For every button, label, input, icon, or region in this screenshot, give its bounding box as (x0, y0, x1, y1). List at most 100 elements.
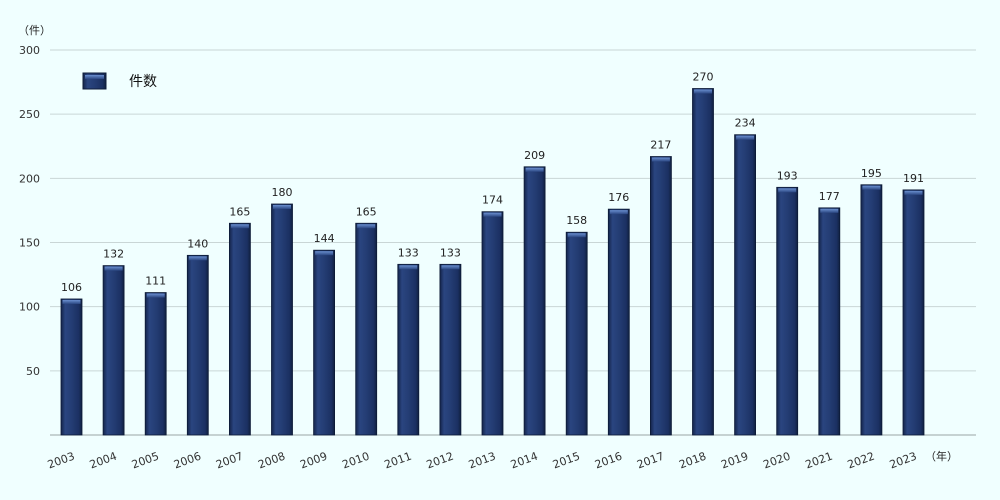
bar-value-label: 165 (229, 205, 250, 218)
bar-body (860, 184, 883, 436)
x-tick-label: 2016 (593, 450, 624, 472)
x-tick-label: 2007 (214, 450, 245, 472)
bar (692, 88, 714, 436)
bar-highlight (273, 205, 291, 209)
bar-value-label: 180 (272, 186, 293, 199)
bar-body (776, 186, 799, 436)
bar-value-label: 234 (735, 117, 756, 130)
x-tick-label: 2009 (298, 450, 329, 472)
bar-value-label: 191 (903, 172, 924, 185)
x-tick-label: 2010 (340, 450, 371, 472)
x-tick-label: 2020 (761, 450, 792, 472)
x-tick-label: 2006 (172, 450, 203, 472)
x-tick-label: 2022 (846, 450, 877, 472)
bar-highlight (904, 190, 923, 195)
bar-body (565, 231, 588, 436)
x-tick-label: 2013 (467, 450, 498, 472)
bar-body (397, 263, 420, 436)
bar (776, 186, 799, 436)
bar (60, 298, 83, 436)
bar-highlight (441, 265, 460, 270)
bar-body (271, 203, 293, 436)
bar (186, 254, 209, 436)
bar-highlight (104, 266, 123, 271)
bar-body (818, 207, 841, 436)
bar-body (650, 156, 672, 436)
bar-highlight (736, 135, 755, 140)
bar-body (607, 208, 630, 436)
legend: 件数 (82, 72, 157, 90)
bar-value-label: 111 (145, 275, 166, 288)
y-tick-label: 100 (19, 301, 40, 314)
bar (102, 265, 125, 436)
bar-value-label: 132 (103, 248, 124, 261)
y-tick-label: 150 (19, 237, 40, 250)
bar-body (228, 222, 251, 436)
x-tick-label: 2004 (88, 450, 119, 472)
y-tick-label: 250 (19, 108, 40, 121)
bar-highlight (357, 224, 376, 229)
bar-value-label: 140 (187, 237, 208, 250)
bar-body (102, 265, 125, 436)
bar (313, 249, 336, 436)
bar-value-label: 106 (61, 281, 82, 294)
bar-highlight (694, 89, 712, 94)
bar-highlight (62, 299, 81, 304)
bar (818, 207, 841, 436)
x-tick-label: 2003 (46, 450, 77, 472)
bar (902, 189, 925, 436)
x-axis-ticks: 2003 2004 2005 2006 2007 2008 2009 2010 2011 2012… (46, 450, 919, 472)
bar-value-label: 176 (608, 191, 629, 204)
y-axis-unit-label: （件） (18, 24, 51, 37)
bar (481, 211, 504, 436)
bar (228, 222, 251, 436)
y-tick-label: 50 (26, 365, 40, 378)
bar-value-label: 133 (440, 246, 461, 259)
x-axis-unit-label: （年） (925, 449, 958, 463)
y-tick-label: 300 (19, 44, 40, 57)
bar (397, 263, 420, 436)
bar-highlight (567, 233, 586, 238)
bar (271, 203, 293, 436)
x-tick-label: 2018 (677, 450, 708, 472)
legend-swatch-highlight (85, 75, 104, 79)
bar (439, 263, 462, 436)
x-tick-label: 2017 (635, 450, 666, 472)
bar-body (60, 298, 83, 436)
bar-highlight (188, 256, 207, 261)
bar-body (355, 222, 378, 436)
x-tick-label: 2023 (888, 450, 919, 472)
bar (650, 156, 672, 436)
bar-value-label: 165 (356, 205, 377, 218)
bar-highlight (146, 293, 165, 298)
bar-highlight (230, 224, 249, 229)
bar-highlight (525, 167, 544, 172)
bar-body (313, 249, 336, 436)
x-tick-label: 2012 (425, 450, 456, 472)
bar-highlight (609, 210, 628, 215)
bar (144, 292, 167, 436)
bar-highlight (399, 265, 418, 270)
bars (60, 88, 925, 436)
bar (860, 184, 883, 436)
bar (523, 166, 546, 436)
bar-body (439, 263, 462, 436)
bar (734, 134, 756, 436)
bar-highlight (483, 212, 502, 217)
x-tick-label: 2008 (256, 450, 287, 472)
bar-highlight (315, 251, 334, 256)
bar-highlight (820, 208, 839, 213)
bar (355, 222, 378, 436)
y-tick-label: 200 (19, 172, 40, 185)
bar-highlight (862, 185, 881, 190)
x-tick-label: 2014 (509, 450, 540, 472)
bar (607, 208, 630, 436)
bar-highlight (651, 157, 670, 162)
bar-highlight (778, 188, 797, 193)
x-tick-label: 2019 (719, 450, 750, 472)
bar-body (186, 254, 209, 436)
x-tick-label: 2021 (804, 450, 835, 472)
x-tick-label: 2015 (551, 450, 582, 472)
bar-value-label: 209 (524, 149, 545, 162)
